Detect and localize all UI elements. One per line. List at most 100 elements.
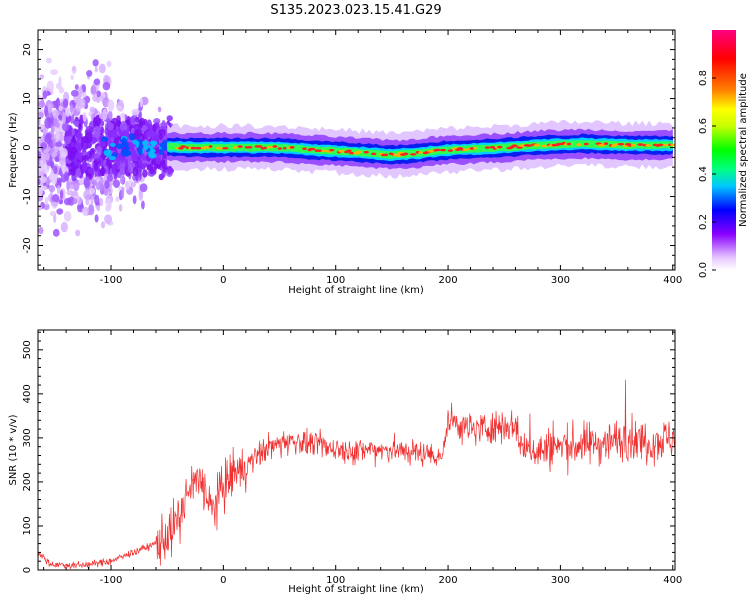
spectrogram-blob [132,195,137,205]
spectrogram-blob [90,195,94,205]
x-tick-label: 0 [220,575,226,586]
spectrogram-blob [75,168,82,178]
spectrogram-blob [84,131,93,144]
spectrogram-blob [71,128,76,136]
spectrogram-blob [93,179,97,187]
spectrogram-blob [79,98,86,109]
spectrogram-blob [92,59,99,67]
spectrogram-peak [328,148,335,152]
colorbar-label: Normalized spectral amplitude [738,73,749,227]
spectrogram-blob [75,152,83,160]
spectrogram-blob [116,115,121,124]
colorbar-gradient [712,30,736,270]
spectrogram-peak [518,144,526,147]
spectrogram-blob [151,131,159,143]
spectrogram-blob [51,173,58,185]
colorbar-tick-label: 0.4 [698,166,709,182]
y-tick-label: 300 [22,428,33,447]
spectrogram-ylabel: Frequency (Hz) [8,112,19,188]
spectrogram-blob [130,127,135,134]
spectrogram-peak [497,145,503,149]
spectrogram-blob [107,99,115,112]
spectrogram-blob [81,92,87,98]
spectrogram-blob [121,112,126,124]
spectrogram-blob [88,205,95,216]
spectrogram-blob [64,135,72,145]
spectrogram-blob [60,221,68,233]
spectrogram-blob [153,164,158,170]
snr-panel: -100 0 100 200 300 400 0 100 200 300 400 500 Height… [8,329,682,595]
snr-marks [38,379,675,570]
spectrogram-blob [67,196,75,206]
spectrogram-peak [346,149,352,153]
snr-ticks: -100 0 100 200 300 400 0 100 200 300 400 500 [22,330,682,586]
spectrogram-blob [49,210,57,217]
spectrogram-peak [266,145,274,149]
x-tick-label: 200 [439,275,458,286]
spectrogram-marks [38,57,675,237]
spectrogram-peak [190,146,196,150]
spectrogram-blob [138,111,143,119]
spectrogram-peak [435,148,441,152]
spectrogram-blob [139,183,148,193]
spectrogram-blob [107,122,114,131]
spectrogram-blob [108,156,117,161]
spectrogram-blob [109,111,113,119]
spectrogram-blob [50,69,59,75]
spectrogram-peak [439,148,447,152]
spectrogram-blob [70,104,74,113]
spectrogram-blob [121,186,125,199]
spectrogram-blob [55,110,60,117]
spectrogram-peak [603,142,609,145]
spectrogram-blob [77,196,82,206]
snr-xlabel: Height of straight line (km) [288,584,424,595]
spectrogram-blob [74,155,78,167]
spectrogram-peak [222,146,229,150]
y-tick-label: 0 [22,567,33,573]
colorbar: 0.0 0.2 0.4 0.6 0.8 Normalized spectral ampl… [698,30,749,278]
spectrogram-blob [155,152,161,165]
spectrogram-blob [130,117,134,123]
spectrogram-blob [88,187,96,195]
spectrogram-blob [148,125,153,136]
spectrogram-blob [38,226,44,235]
spectrogram-blob [40,142,48,150]
spectrogram-blob [59,189,64,200]
spectrogram-blob [63,211,72,222]
y-tick-label: 500 [22,340,33,359]
spectrogram-ridge-band [167,140,673,159]
spectrogram-blob [62,98,69,108]
spectrogram-blob [58,199,64,205]
spectrogram-blob [82,209,88,217]
spectrogram-blob [162,153,167,159]
spectrogram-blob [78,122,82,130]
spectrogram-blob [120,148,128,157]
spectrogram-peak [180,145,187,148]
spectrogram-blob [38,178,41,186]
spectrogram-peak [194,146,202,150]
spectrogram-blob [130,182,137,188]
spectrogram-peak [670,143,675,147]
spectrogram-blob [134,116,140,123]
spectrogram-peak [232,146,238,149]
spectrogram-blob [66,179,70,191]
snr-ylabel: SNR (10 * v/v) [8,414,19,485]
spectrogram-peak [410,153,417,156]
spectrogram-blob [146,163,153,172]
spectrogram-blob [102,81,111,91]
spectrogram-blob [70,89,79,97]
spectrogram-blob [78,178,84,185]
spectrogram-blob [70,184,75,190]
spectrogram-blob [53,165,58,175]
spectrogram-blob [94,214,99,223]
x-tick-label: 300 [551,575,570,586]
spectrogram-blob [138,144,144,150]
spectrogram-blob [96,145,103,157]
x-tick-label: 100 [326,575,345,586]
colorbar-ticks: 0.0 0.2 0.4 0.6 0.8 [698,70,716,278]
spectrogram-blob [75,229,81,237]
spectrogram-blob [124,158,129,168]
spectrogram-blob [105,204,111,212]
